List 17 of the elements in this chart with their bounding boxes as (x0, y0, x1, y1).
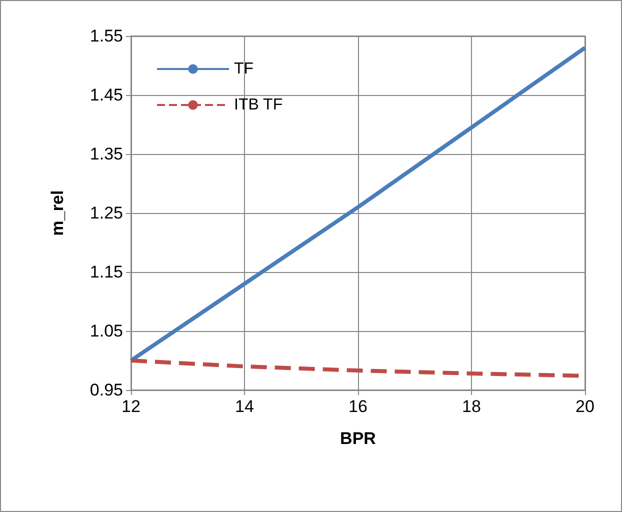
legend-label: TF (234, 60, 254, 78)
x-tick-label: 18 (462, 397, 481, 416)
x-axis-title: BPR (340, 429, 376, 448)
y-tick-label: 1.35 (90, 144, 123, 164)
x-tick-label: 14 (235, 397, 254, 416)
y-tick-label: 1.15 (90, 262, 123, 282)
legend-label: ITB TF (234, 96, 283, 114)
x-tick-label: 16 (348, 397, 368, 416)
y-tick-label: 1.25 (90, 204, 123, 222)
y-tick-label: 1.05 (90, 322, 123, 340)
y-tick-label: 1.45 (90, 86, 123, 104)
x-tick-label: 20 (576, 397, 594, 416)
line-series (129, 46, 587, 362)
y-tick-label: 1.55 (90, 26, 123, 46)
y-tick-label: 0.95 (90, 380, 123, 400)
x-tick-label: 12 (122, 397, 140, 416)
y-axis-title: m_rel (48, 190, 67, 236)
